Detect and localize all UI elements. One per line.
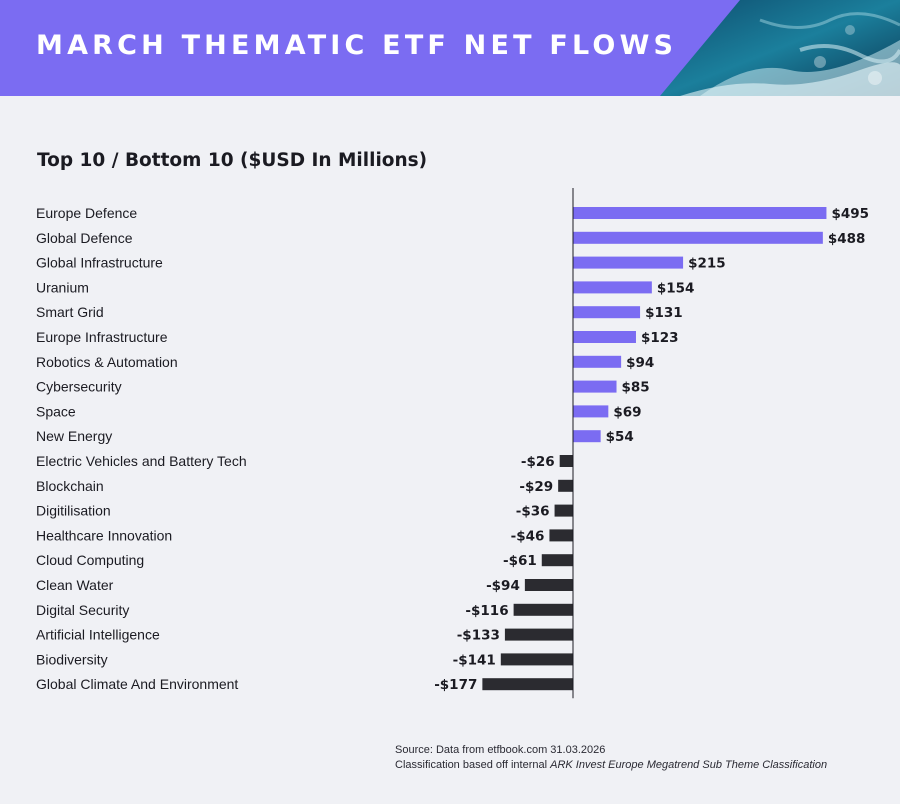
data-label: -$116 — [465, 603, 508, 619]
source-note: Source: Data from etfbook.com 31.03.2026… — [395, 743, 827, 772]
outflow-bar — [554, 504, 573, 517]
data-label: $215 — [688, 256, 726, 272]
data-label: -$177 — [434, 677, 477, 693]
category-label: Cloud Computing — [36, 552, 144, 568]
data-label: -$26 — [521, 454, 555, 470]
category-label: Digitilisation — [36, 503, 111, 519]
inflow-bar — [573, 331, 636, 343]
inflow-bar — [573, 281, 652, 294]
data-label: -$94 — [486, 578, 520, 594]
ocean-wave-image — [660, 0, 900, 96]
category-label: New Energy — [36, 428, 112, 444]
inflow-bar — [573, 207, 827, 219]
chart-subtitle: Top 10 / Bottom 10 ($USD In Millions) — [37, 150, 428, 171]
data-label: -$141 — [453, 652, 496, 668]
classification-text: Classification based off internal ARK In… — [395, 758, 827, 773]
inflow-bar — [573, 355, 622, 368]
data-label: $85 — [622, 380, 650, 396]
data-label: -$61 — [503, 553, 537, 569]
classification-emphasis: ARK Invest Europe Megatrend Sub Theme Cl… — [550, 758, 828, 771]
category-label: Smart Grid — [36, 304, 104, 320]
inflow-bar — [573, 430, 601, 443]
category-label: Biodiversity — [36, 651, 108, 667]
data-label: -$36 — [516, 504, 550, 520]
data-label: -$133 — [457, 628, 500, 644]
category-label: Uranium — [36, 279, 89, 295]
page-title: MARCH THEMATIC ETF NET FLOWS — [36, 30, 678, 61]
outflow-bar — [549, 529, 573, 542]
outflow-bar — [504, 628, 573, 641]
header-banner: MARCH THEMATIC ETF NET FLOWS — [0, 0, 900, 96]
outflow-bar — [524, 579, 573, 591]
data-label: $131 — [645, 305, 683, 321]
data-label: $495 — [831, 206, 869, 222]
data-label: -$29 — [519, 479, 553, 495]
inflow-bar — [573, 405, 609, 418]
inflow-bar — [573, 306, 641, 319]
outflow-bar — [482, 678, 573, 691]
inflow-bar — [573, 380, 617, 393]
category-label: Europe Defence — [36, 205, 137, 221]
outflow-bar — [500, 653, 573, 666]
outflow-bar — [513, 603, 573, 616]
data-label: $488 — [828, 231, 866, 247]
category-label: Global Defence — [36, 230, 133, 246]
classification-prefix: Classification based off internal — [395, 758, 551, 771]
category-label: Healthcare Innovation — [36, 527, 172, 543]
category-label: Digital Security — [36, 602, 129, 618]
outflow-bar — [558, 479, 573, 492]
category-label: Clean Water — [36, 577, 114, 593]
category-label: Space — [36, 403, 76, 419]
net-flows-bar-chart: Europe Defence $495 Global Defence $488 Glob… — [36, 188, 869, 699]
data-label: $154 — [657, 280, 695, 296]
category-label: Europe Infrastructure — [36, 329, 168, 345]
outflow-bar — [559, 455, 573, 467]
data-label: $123 — [641, 330, 679, 346]
outflow-bar — [541, 554, 573, 567]
source-text: Source: Data from etfbook.com 31.03.2026 — [395, 744, 606, 756]
category-label: Electric Vehicles and Battery Tech — [36, 453, 247, 469]
category-label: Global Climate And Environment — [36, 676, 238, 692]
category-label: Artificial Intelligence — [36, 627, 160, 643]
category-label: Cybersecurity — [36, 379, 122, 395]
inflow-bar — [573, 231, 823, 244]
data-label: $94 — [626, 355, 654, 371]
category-label: Robotics & Automation — [36, 354, 178, 370]
data-label: $69 — [613, 404, 641, 420]
category-label: Global Infrastructure — [36, 255, 163, 271]
data-label: -$46 — [511, 528, 545, 544]
inflow-bar — [573, 256, 684, 269]
category-label: Blockchain — [36, 478, 104, 494]
data-label: $54 — [606, 429, 634, 445]
